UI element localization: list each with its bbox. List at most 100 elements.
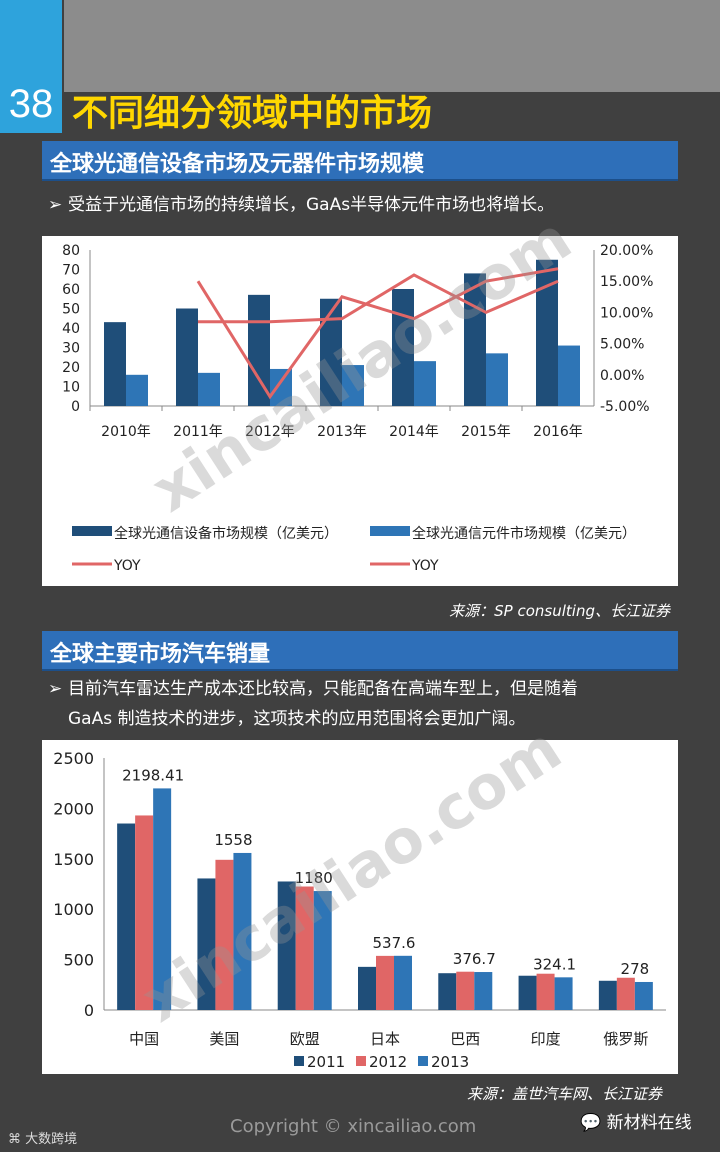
data-label: 537.6 bbox=[373, 934, 416, 952]
bar bbox=[233, 852, 252, 1010]
y-tick-label: 2000 bbox=[53, 799, 94, 818]
section1-bullet: ➢ 受益于光通信市场的持续增长，GaAs半导体元件市场也将增长。 bbox=[48, 190, 554, 220]
bar bbox=[598, 980, 617, 1010]
x-tick-label: 2016年 bbox=[533, 424, 583, 440]
chart1: 0 10 20 30 40 50 60 70 80 -5.00% 0.00% 5.00% 10.00% 1… bbox=[62, 243, 653, 574]
x-tick-label: 2015年 bbox=[461, 424, 511, 440]
footer-left-logo: ⌘ 大数跨境 bbox=[8, 1128, 77, 1147]
legend-label: 2012 bbox=[369, 1053, 407, 1071]
bar bbox=[295, 886, 314, 1010]
footer-left-text: 大数跨境 bbox=[25, 1132, 78, 1147]
legend-label: YOY bbox=[113, 558, 141, 574]
logo-icon: ⌘ bbox=[8, 1132, 26, 1147]
page-number-block: 38 bbox=[0, 0, 62, 133]
y2-tick-label: 5.00% bbox=[600, 337, 644, 353]
bar bbox=[536, 973, 555, 1010]
y-tick-label: 0 bbox=[84, 1001, 94, 1020]
legend-label: 2011 bbox=[307, 1053, 345, 1071]
x-tick-label: 印度 bbox=[531, 1030, 561, 1048]
data-label: 376.7 bbox=[453, 950, 496, 968]
bar bbox=[474, 972, 493, 1010]
y2-tick-label: 0.00% bbox=[600, 368, 644, 384]
y-tick-label: 40 bbox=[62, 321, 80, 337]
section1-header-text: 全球光通信设备市场及元器件市场规模 bbox=[50, 152, 425, 177]
legend-swatch bbox=[72, 526, 112, 536]
bar bbox=[320, 298, 342, 406]
bar bbox=[198, 372, 220, 406]
bar bbox=[456, 971, 475, 1010]
y-tick-label: 1500 bbox=[53, 850, 94, 869]
x-tick-label: 2013年 bbox=[317, 424, 367, 440]
bar bbox=[414, 361, 436, 406]
footer-right-text: 新材料在线 bbox=[606, 1113, 692, 1133]
x-tick-label: 欧盟 bbox=[290, 1030, 320, 1048]
legend-label: 2013 bbox=[431, 1053, 469, 1071]
y-tick-label: 10 bbox=[62, 380, 80, 396]
top-banner-grey bbox=[64, 0, 720, 92]
bar bbox=[616, 977, 635, 1010]
section2-source: 来源：盖世汽车网、长江证券 bbox=[466, 1085, 662, 1103]
y-tick-label: 0 bbox=[71, 399, 80, 415]
section2-bullet-line2: GaAs 制造技术的进步，这项技术的应用范围将会更加广阔。 bbox=[68, 709, 526, 729]
page-title: 不同细分领域中的市场 bbox=[72, 93, 433, 134]
bar bbox=[438, 973, 457, 1010]
arrow-bullet-icon: ➢ bbox=[48, 195, 63, 215]
bar bbox=[518, 975, 537, 1010]
section2-bullet-line1: 目前汽车雷达生产成本还比较高，只能配备在高端车型上，但是随着 bbox=[68, 679, 578, 699]
legend-label: 全球光通信元件市场规模（亿美元） bbox=[412, 525, 636, 542]
bar bbox=[104, 322, 126, 406]
section1-header: 全球光通信设备市场及元器件市场规模 bbox=[42, 141, 678, 181]
y-tick-label: 50 bbox=[62, 302, 80, 318]
y-tick-label: 70 bbox=[62, 263, 80, 279]
section2-header-text: 全球主要市场汽车销量 bbox=[50, 642, 271, 667]
bar bbox=[215, 859, 234, 1010]
section1-bullet-text: 受益于光通信市场的持续增长，GaAs半导体元件市场也将增长。 bbox=[68, 195, 555, 215]
y2-tick-label: 10.00% bbox=[600, 305, 653, 321]
chart1-panel: 0 10 20 30 40 50 60 70 80 -5.00% 0.00% 5.00% 10.00% 1… bbox=[42, 236, 678, 586]
legend-swatch bbox=[370, 526, 410, 536]
y2-tick-label: 15.00% bbox=[600, 274, 653, 290]
chart2: 0 500 1000 1500 2000 2500 中国 美国 欧盟 日本 巴西 印度 俄罗斯 2198.… bbox=[53, 749, 666, 1071]
chart2-panel: 0 500 1000 1500 2000 2500 中国 美国 欧盟 日本 巴西 印度 俄罗斯 2198.… bbox=[42, 740, 678, 1074]
data-label: 1180 bbox=[295, 869, 333, 887]
legend-swatch bbox=[356, 1056, 366, 1066]
copyright: Copyright © xincailiao.com bbox=[230, 1116, 477, 1137]
x-tick-label: 2014年 bbox=[389, 424, 439, 440]
wechat-icon: 💬 bbox=[580, 1113, 607, 1133]
x-tick-label: 美国 bbox=[209, 1030, 239, 1048]
data-label: 2198.41 bbox=[122, 766, 184, 784]
y-tick-label: 60 bbox=[62, 282, 80, 298]
x-tick-label: 2010年 bbox=[101, 424, 151, 440]
bar bbox=[117, 823, 136, 1010]
bar bbox=[486, 353, 508, 406]
bar bbox=[464, 273, 486, 406]
bar bbox=[358, 966, 376, 1010]
bar bbox=[197, 878, 216, 1010]
yoy-line bbox=[198, 273, 559, 324]
x-tick-label: 日本 bbox=[370, 1030, 400, 1048]
bar bbox=[376, 955, 394, 1010]
legend-swatch bbox=[418, 1056, 428, 1066]
x-tick-label: 2012年 bbox=[245, 424, 295, 440]
y-tick-label: 30 bbox=[62, 341, 80, 357]
bar bbox=[313, 891, 332, 1010]
bar bbox=[270, 368, 292, 406]
yoy-line bbox=[196, 267, 559, 400]
data-label: 324.1 bbox=[533, 955, 576, 973]
legend-swatch bbox=[294, 1056, 304, 1066]
data-label: 278 bbox=[621, 960, 650, 978]
bar bbox=[394, 955, 412, 1010]
y-tick-label: 2500 bbox=[53, 749, 94, 768]
page-number: 38 bbox=[8, 82, 54, 126]
bar bbox=[342, 365, 364, 406]
y-tick-label: 1000 bbox=[53, 900, 94, 919]
bar bbox=[176, 308, 198, 406]
y-tick-label: 500 bbox=[63, 951, 94, 970]
section2-header: 全球主要市场汽车销量 bbox=[42, 631, 678, 671]
x-tick-label: 巴西 bbox=[450, 1030, 480, 1048]
x-tick-label: 中国 bbox=[129, 1030, 159, 1048]
x-tick-label: 2011年 bbox=[173, 424, 223, 440]
bar bbox=[135, 815, 154, 1010]
bar bbox=[536, 259, 558, 406]
bar bbox=[126, 374, 148, 406]
